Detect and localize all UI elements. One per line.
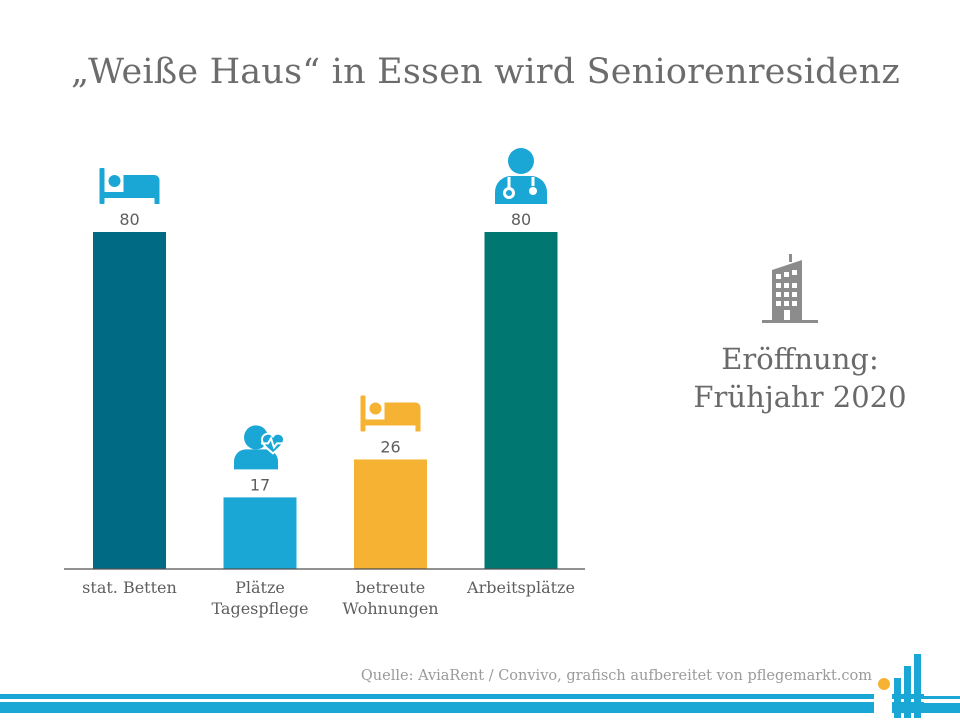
bed-icon bbox=[99, 168, 160, 204]
chart-title: „Weiße Haus“ in Essen wird Seniorenresid… bbox=[71, 52, 900, 92]
category-label-stat-betten: stat. Betten bbox=[82, 578, 177, 597]
labels-layer: 80 stat. Betten 17 Plätze Tagespflege 26 betre… bbox=[82, 210, 575, 618]
pflegemarkt-logo bbox=[874, 654, 960, 720]
footer-logo-stripe bbox=[0, 654, 960, 720]
category-label-line: Plätze bbox=[235, 578, 285, 597]
footer-stripe-bottom bbox=[0, 702, 960, 713]
doctor-icon bbox=[495, 148, 547, 204]
category-label-line: Wohnungen bbox=[342, 599, 438, 618]
bar-stat-betten bbox=[93, 232, 166, 569]
building-icon bbox=[762, 254, 818, 323]
category-label-line: betreute bbox=[356, 578, 425, 597]
source-note: Quelle: AviaRent / Convivo, grafisch auf… bbox=[360, 668, 872, 684]
icons-layer bbox=[99, 148, 547, 470]
opening-line-1: Eröffnung: bbox=[721, 342, 879, 376]
opening-info: Eröffnung: Frühjahr 2020 bbox=[660, 340, 940, 416]
bar-chart: 80 stat. Betten 17 Plätze Tagespflege 26 betre… bbox=[64, 148, 585, 618]
value-label-betreute-wohnungen: 26 bbox=[380, 437, 400, 456]
value-label-arbeitsplätze: 80 bbox=[511, 210, 531, 229]
logo-dot bbox=[878, 678, 890, 690]
bar-plätze-tagespflege bbox=[223, 497, 297, 569]
category-label-betreute-wohnungen: betreute Wohnungen bbox=[342, 578, 438, 618]
footer-stripe-top bbox=[0, 694, 960, 699]
bar-arbeitsplätze bbox=[484, 232, 558, 569]
patient-heartbeat-icon bbox=[234, 425, 286, 470]
category-label-arbeitsplätze: Arbeitsplätze bbox=[466, 578, 575, 597]
bars-layer bbox=[93, 232, 558, 569]
bed-icon bbox=[360, 395, 421, 432]
bar-betreute-wohnungen bbox=[354, 459, 427, 569]
value-label-plätze-tagespflege: 17 bbox=[250, 475, 270, 494]
value-label-stat-betten: 80 bbox=[119, 210, 139, 229]
opening-line-2: Frühjahr 2020 bbox=[693, 380, 907, 414]
category-label-line: Tagespflege bbox=[212, 599, 309, 618]
category-label-plätze-tagespflege: Plätze Tagespflege bbox=[212, 578, 309, 618]
category-label-line: stat. Betten bbox=[82, 578, 177, 597]
category-label-line: Arbeitsplätze bbox=[466, 578, 575, 597]
